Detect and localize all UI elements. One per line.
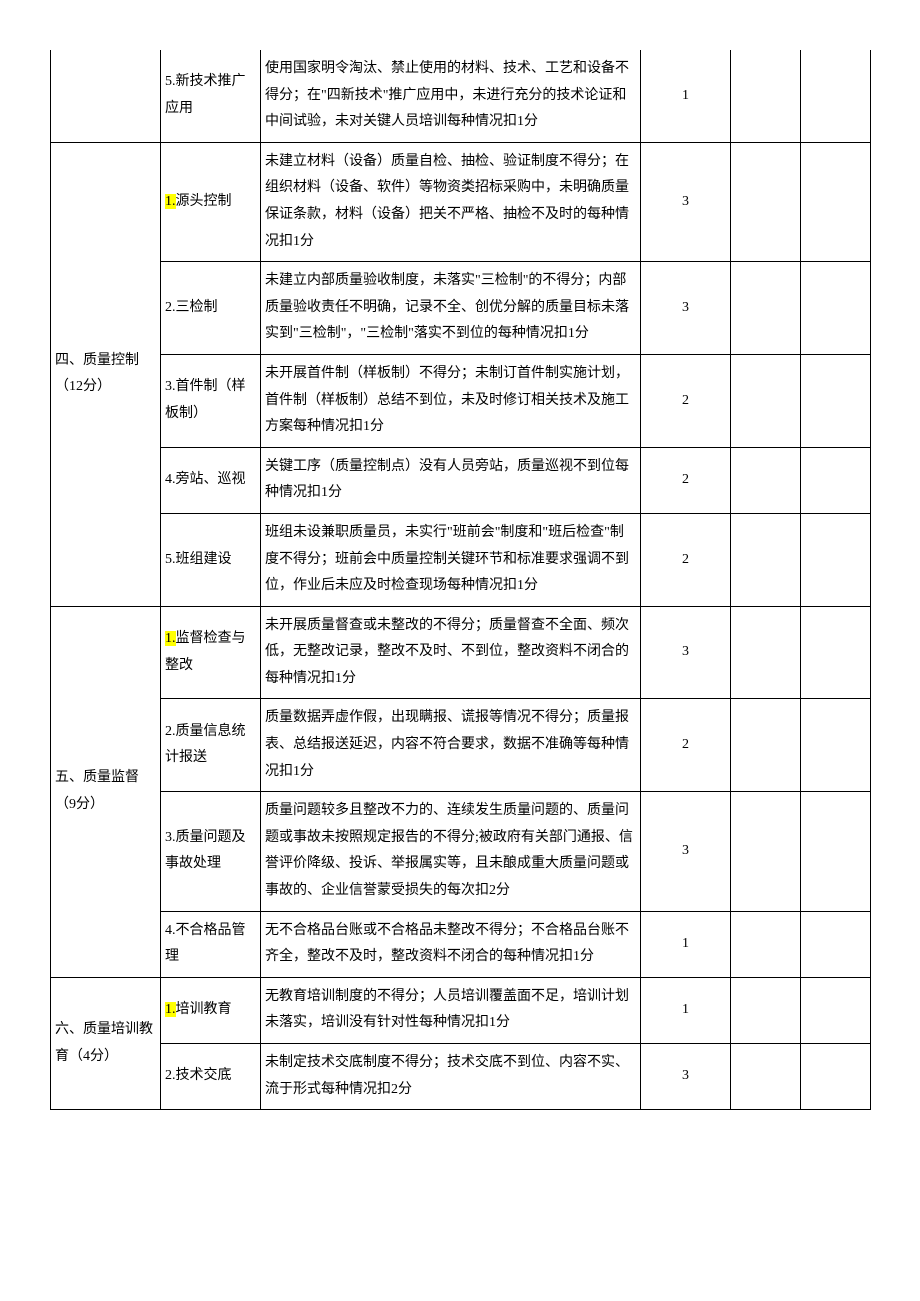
blank-cell [801, 1044, 871, 1110]
blank-cell [801, 911, 871, 977]
score-cell: 1 [641, 977, 731, 1043]
score-cell: 3 [641, 792, 731, 911]
blank-cell [731, 911, 801, 977]
score-cell: 3 [641, 262, 731, 355]
category-cell: 六、质量培训教育（4分） [51, 977, 161, 1109]
table-row: 4.旁站、巡视关键工序（质量控制点）没有人员旁站，质量巡视不到位每种情况扣1分2 [51, 447, 871, 513]
score-cell: 3 [641, 1044, 731, 1110]
blank-cell [801, 447, 871, 513]
score-cell: 3 [641, 142, 731, 261]
table-row: 四、质量控制（12分）1.源头控制未建立材料（设备）质量自检、抽检、验证制度不得… [51, 142, 871, 261]
item-prefix-highlight: 1. [165, 1002, 176, 1017]
table-row: 2.质量信息统计报送质量数据弄虚作假，出现瞒报、谎报等情况不得分；质量报表、总结… [51, 699, 871, 792]
score-cell: 3 [641, 606, 731, 699]
category-cell: 四、质量控制（12分） [51, 142, 161, 606]
table-row: 4.不合格品管理无不合格品台账或不合格品未整改不得分；不合格品台账不齐全，整改不… [51, 911, 871, 977]
table-row: 2.技术交底未制定技术交底制度不得分；技术交底不到位、内容不实、流于形式每种情况… [51, 1044, 871, 1110]
item-cell: 5.新技术推广应用 [161, 50, 261, 142]
description-cell: 未开展首件制（样板制）不得分；未制订首件制实施计划，首件制（样板制）总结不到位，… [261, 354, 641, 447]
item-cell: 4.旁站、巡视 [161, 447, 261, 513]
description-cell: 班组未设兼职质量员，未实行"班前会"制度和"班后检查"制度不得分；班前会中质量控… [261, 513, 641, 606]
description-cell: 使用国家明令淘汰、禁止使用的材料、技术、工艺和设备不得分；在"四新技术"推广应用… [261, 50, 641, 142]
blank-cell [731, 1044, 801, 1110]
description-cell: 无不合格品台账或不合格品未整改不得分；不合格品台账不齐全，整改不及时，整改资料不… [261, 911, 641, 977]
blank-cell [801, 142, 871, 261]
category-cell [51, 50, 161, 142]
blank-cell [731, 50, 801, 142]
blank-cell [731, 792, 801, 911]
blank-cell [731, 354, 801, 447]
table-row: 六、质量培训教育（4分）1.培训教育无教育培训制度的不得分；人员培训覆盖面不足，… [51, 977, 871, 1043]
score-cell: 2 [641, 447, 731, 513]
item-cell: 2.技术交底 [161, 1044, 261, 1110]
description-cell: 未建立材料（设备）质量自检、抽检、验证制度不得分；在组织材料（设备、软件）等物资… [261, 142, 641, 261]
item-prefix-highlight: 1. [165, 631, 176, 646]
assessment-table: 5.新技术推广应用使用国家明令淘汰、禁止使用的材料、技术、工艺和设备不得分；在"… [50, 50, 871, 1110]
blank-cell [801, 699, 871, 792]
score-cell: 2 [641, 699, 731, 792]
item-cell: 2.三检制 [161, 262, 261, 355]
blank-cell [801, 513, 871, 606]
score-cell: 2 [641, 513, 731, 606]
blank-cell [801, 606, 871, 699]
table-row: 5.班组建设班组未设兼职质量员，未实行"班前会"制度和"班后检查"制度不得分；班… [51, 513, 871, 606]
item-cell: 1.监督检查与整改 [161, 606, 261, 699]
blank-cell [731, 262, 801, 355]
description-cell: 无教育培训制度的不得分；人员培训覆盖面不足，培训计划未落实，培训没有针对性每种情… [261, 977, 641, 1043]
item-text: 监督检查与整改 [165, 631, 246, 673]
category-cell: 五、质量监督（9分） [51, 606, 161, 977]
table-row: 3.质量问题及事故处理质量问题较多且整改不力的、连续发生质量问题的、质量问题或事… [51, 792, 871, 911]
description-cell: 质量问题较多且整改不力的、连续发生质量问题的、质量问题或事故未按照规定报告的不得… [261, 792, 641, 911]
description-cell: 质量数据弄虚作假，出现瞒报、谎报等情况不得分；质量报表、总结报送延迟，内容不符合… [261, 699, 641, 792]
blank-cell [801, 354, 871, 447]
blank-cell [731, 142, 801, 261]
blank-cell [731, 606, 801, 699]
item-text: 培训教育 [176, 1002, 232, 1017]
table-row: 五、质量监督（9分）1.监督检查与整改未开展质量督查或未整改的不得分；质量督查不… [51, 606, 871, 699]
item-cell: 4.不合格品管理 [161, 911, 261, 977]
blank-cell [801, 50, 871, 142]
description-cell: 未开展质量督查或未整改的不得分；质量督查不全面、频次低，无整改记录，整改不及时、… [261, 606, 641, 699]
table-row: 3.首件制（样板制）未开展首件制（样板制）不得分；未制订首件制实施计划，首件制（… [51, 354, 871, 447]
blank-cell [801, 792, 871, 911]
description-cell: 未建立内部质量验收制度，未落实"三检制"的不得分；内部质量验收责任不明确，记录不… [261, 262, 641, 355]
item-cell: 2.质量信息统计报送 [161, 699, 261, 792]
item-text: 源头控制 [176, 194, 232, 209]
item-prefix-highlight: 1. [165, 194, 176, 209]
blank-cell [801, 977, 871, 1043]
score-cell: 1 [641, 911, 731, 977]
blank-cell [731, 699, 801, 792]
table-row: 2.三检制未建立内部质量验收制度，未落实"三检制"的不得分；内部质量验收责任不明… [51, 262, 871, 355]
item-cell: 1.培训教育 [161, 977, 261, 1043]
blank-cell [731, 447, 801, 513]
score-cell: 1 [641, 50, 731, 142]
blank-cell [731, 513, 801, 606]
item-cell: 3.首件制（样板制） [161, 354, 261, 447]
blank-cell [801, 262, 871, 355]
item-cell: 3.质量问题及事故处理 [161, 792, 261, 911]
description-cell: 未制定技术交底制度不得分；技术交底不到位、内容不实、流于形式每种情况扣2分 [261, 1044, 641, 1110]
item-cell: 1.源头控制 [161, 142, 261, 261]
blank-cell [731, 977, 801, 1043]
table-row: 5.新技术推广应用使用国家明令淘汰、禁止使用的材料、技术、工艺和设备不得分；在"… [51, 50, 871, 142]
score-cell: 2 [641, 354, 731, 447]
description-cell: 关键工序（质量控制点）没有人员旁站，质量巡视不到位每种情况扣1分 [261, 447, 641, 513]
item-cell: 5.班组建设 [161, 513, 261, 606]
